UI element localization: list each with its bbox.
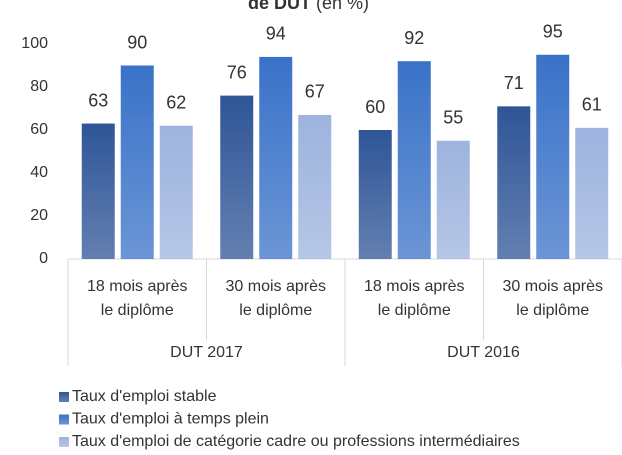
group-label: DUT 2017 xyxy=(170,344,243,361)
bar xyxy=(298,114,332,259)
legend-label: Taux d'emploi de catégorie cadre ou prof… xyxy=(72,433,520,450)
legend-label: Taux d'emploi à temps plein xyxy=(72,411,269,428)
bar xyxy=(575,127,609,259)
legend-swatch xyxy=(59,414,69,425)
data-label: 60 xyxy=(365,97,385,117)
x-tick-label: le diplôme xyxy=(101,302,174,319)
legend-swatch xyxy=(59,437,69,447)
y-tick-label: 0 xyxy=(39,250,48,267)
chart-subtitle: (en %) xyxy=(316,0,369,13)
x-tick-label: 18 mois après xyxy=(87,278,188,295)
legend-label: Taux d'emploi stable xyxy=(72,388,217,405)
y-tick-label: 100 xyxy=(21,35,48,52)
data-label: 71 xyxy=(504,73,524,93)
bar xyxy=(81,123,115,259)
data-label: 67 xyxy=(305,82,325,102)
data-label: 63 xyxy=(88,90,108,110)
data-label: 61 xyxy=(582,95,602,115)
x-tick-label: 30 mois après xyxy=(226,278,327,295)
bar xyxy=(220,95,254,259)
bar xyxy=(497,106,531,259)
y-tick-label: 40 xyxy=(30,164,48,181)
x-tick-label: 30 mois après xyxy=(503,278,604,295)
x-tick-label: 18 mois après xyxy=(364,278,465,295)
data-label: 94 xyxy=(266,24,286,44)
bar xyxy=(436,140,470,259)
bar xyxy=(536,54,570,259)
bar xyxy=(120,65,154,259)
x-tick-label: le diplôme xyxy=(516,302,589,319)
x-tick-label: le diplôme xyxy=(378,302,451,319)
y-tick-label: 60 xyxy=(30,121,48,138)
data-label: 90 xyxy=(127,32,147,52)
group-label: DUT 2016 xyxy=(447,344,520,361)
legend-swatch xyxy=(59,392,69,402)
bar xyxy=(159,125,193,259)
y-tick-label: 20 xyxy=(30,207,48,224)
x-tick-label: le diplôme xyxy=(239,302,312,319)
bar xyxy=(358,130,392,259)
data-label: 62 xyxy=(166,92,186,112)
chart-title: de DUT xyxy=(248,0,311,13)
bar xyxy=(397,61,431,260)
data-label: 76 xyxy=(227,62,247,82)
data-label: 95 xyxy=(543,22,563,42)
y-tick-label: 80 xyxy=(30,78,48,95)
data-label: 55 xyxy=(443,108,463,128)
data-label: 92 xyxy=(404,28,424,48)
bar xyxy=(259,56,293,260)
